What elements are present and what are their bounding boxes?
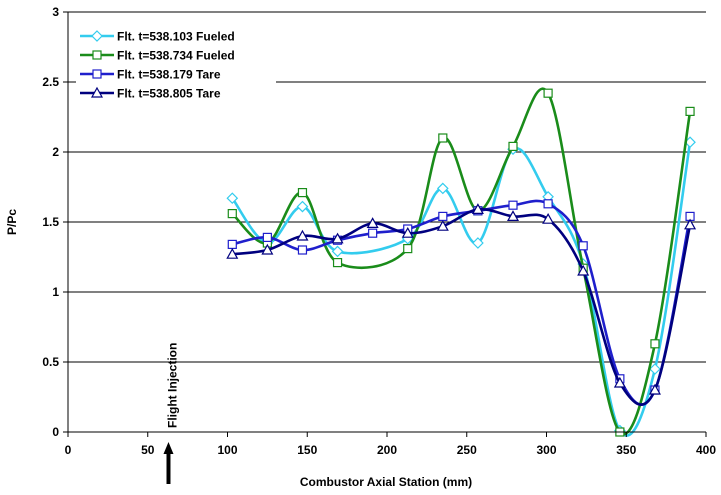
y-tick-label: 2 <box>52 145 59 159</box>
x-tick-label: 400 <box>696 443 716 457</box>
legend-label: Flt. t=538.179 Tare <box>117 68 221 82</box>
data-point <box>472 237 484 249</box>
data-point <box>684 218 697 230</box>
legend-background <box>76 22 276 116</box>
annotation-arrow-head <box>163 442 174 454</box>
data-point <box>401 226 414 238</box>
data-point <box>542 212 555 224</box>
legend-label: Flt. t=538.734 Fueled <box>117 49 235 63</box>
x-tick-label: 300 <box>536 443 556 457</box>
series-3 <box>227 199 695 406</box>
series-line <box>231 142 692 437</box>
data-point <box>227 239 237 249</box>
data-point <box>543 88 553 98</box>
y-tick-label: 1 <box>52 285 59 299</box>
data-point <box>543 199 553 209</box>
data-point <box>648 383 661 395</box>
y-tick-label: 0.5 <box>42 355 59 369</box>
data-point <box>366 217 379 228</box>
series-layer <box>226 87 697 437</box>
data-point <box>262 232 272 242</box>
series-2 <box>227 87 695 437</box>
x-tick-label: 100 <box>217 443 237 457</box>
data-point <box>436 182 449 195</box>
x-tick-label: 200 <box>377 443 397 457</box>
y-tick-label: 1.5 <box>42 215 59 229</box>
data-point <box>297 245 308 255</box>
y-axis-title: P/Pc <box>5 209 19 235</box>
x-tick-label: 150 <box>297 443 317 457</box>
data-point <box>296 200 309 213</box>
legend-label: Flt. t=538.805 Tare <box>117 87 221 101</box>
data-point <box>331 245 344 258</box>
legend-swatch-marker <box>91 30 103 42</box>
annotation-text: Flight Injection <box>165 343 179 428</box>
data-point <box>471 203 484 214</box>
tick-labels: 0 0.5 1 1.5 2 2.5 3 0 50 100 150 200 250 300 350 400 <box>42 5 716 457</box>
legend-swatch-marker <box>92 69 102 79</box>
data-point <box>508 141 518 151</box>
data-point <box>297 188 308 198</box>
legend-swatch-marker <box>92 50 102 60</box>
legend-item: Flt. t=538.103 Fueled <box>80 30 235 44</box>
data-point <box>261 243 274 255</box>
data-point <box>685 106 695 117</box>
x-axis-title: Combustor Axial Station (mm) <box>300 475 472 489</box>
legend-item: Flt. t=538.734 Fueled <box>80 49 235 63</box>
x-tick-label: 50 <box>141 443 155 457</box>
data-point <box>296 229 309 241</box>
data-point <box>436 219 449 231</box>
data-point <box>577 264 590 276</box>
data-point <box>332 258 343 268</box>
legend-item: Flt. t=538.805 Tare <box>80 87 221 101</box>
data-point <box>368 228 378 238</box>
legend: Flt. t=538.103 Fueled Flt. t=538.734 Fuel… <box>76 22 276 116</box>
data-point <box>506 210 520 221</box>
data-point <box>227 209 237 219</box>
flight-injection-annotation: Flight Injection <box>163 343 179 484</box>
data-point <box>331 232 344 244</box>
data-point <box>649 363 661 375</box>
data-point <box>226 247 239 259</box>
data-point <box>438 211 448 221</box>
series-line <box>231 199 692 406</box>
data-point <box>403 244 413 254</box>
legend-swatch-marker <box>90 86 104 98</box>
x-tick-label: 350 <box>616 443 636 457</box>
data-point <box>650 339 660 349</box>
axes <box>63 11 707 437</box>
x-tick-label: 250 <box>457 443 477 457</box>
y-tick-label: 0 <box>52 425 59 439</box>
legend-label: Flt. t=538.103 Fueled <box>117 30 235 44</box>
series-line <box>231 87 692 436</box>
data-point <box>438 133 448 143</box>
series-4 <box>226 203 697 406</box>
y-tick-label: 3 <box>52 5 59 19</box>
data-point <box>508 200 518 210</box>
data-point <box>613 376 626 388</box>
y-tick-label: 2.5 <box>42 75 59 89</box>
x-tick-label: 0 <box>65 443 72 457</box>
data-point <box>578 241 588 251</box>
legend-item: Flt. t=538.179 Tare <box>80 68 221 82</box>
data-point <box>226 192 239 205</box>
